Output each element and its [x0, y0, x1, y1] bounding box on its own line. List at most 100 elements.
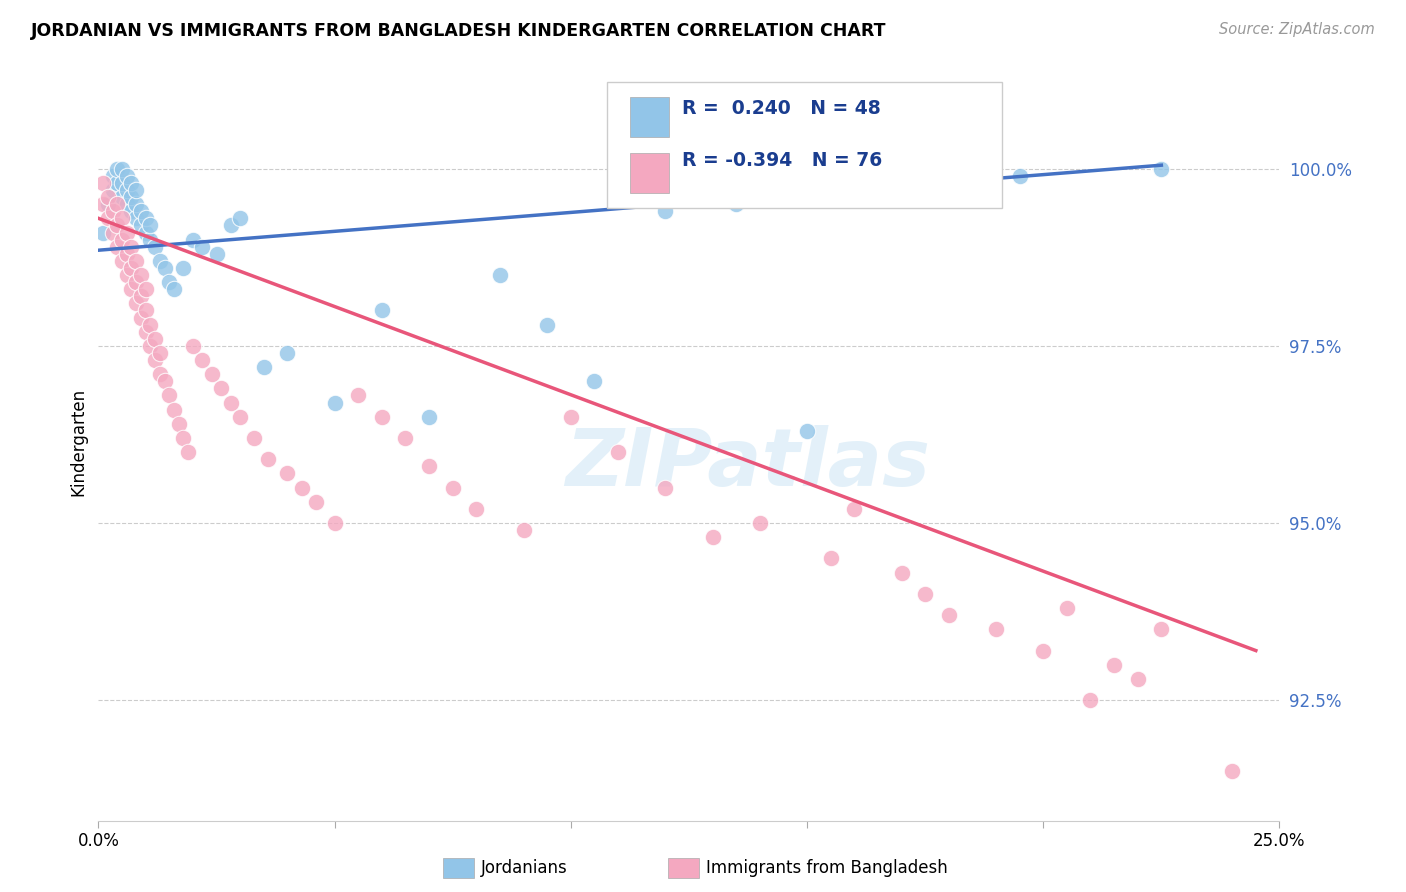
Point: [125, 211, 148, 226]
Point: [125, 197, 148, 211]
Point: [209, 381, 232, 395]
Point: [111, 190, 134, 204]
Point: [172, 431, 194, 445]
Point: [191, 353, 214, 368]
Point: [139, 233, 162, 247]
Point: [844, 501, 866, 516]
Point: [125, 275, 148, 289]
Point: [914, 587, 936, 601]
Point: [125, 296, 148, 310]
Point: [143, 240, 166, 254]
Point: [129, 219, 152, 233]
Point: [1008, 169, 1031, 183]
Point: [229, 211, 252, 226]
Point: [125, 183, 148, 197]
Point: [583, 374, 606, 388]
Point: [111, 211, 134, 226]
Point: [121, 176, 143, 190]
Point: [91, 176, 114, 190]
Point: [607, 445, 630, 459]
Point: [489, 268, 512, 282]
Point: [97, 197, 120, 211]
Point: [172, 260, 194, 275]
Point: [748, 516, 770, 530]
Point: [323, 395, 346, 409]
Point: [276, 467, 298, 481]
Point: [201, 368, 224, 382]
Point: [560, 409, 582, 424]
Point: [115, 169, 138, 183]
Point: [135, 226, 157, 240]
Point: [257, 452, 280, 467]
Point: [139, 339, 162, 353]
Point: [163, 282, 186, 296]
Point: [181, 233, 204, 247]
Text: Immigrants from Bangladesh: Immigrants from Bangladesh: [706, 859, 948, 877]
Point: [143, 332, 166, 346]
Point: [153, 260, 176, 275]
Point: [157, 388, 180, 402]
Point: [121, 240, 143, 254]
Point: [135, 325, 157, 339]
Point: [394, 431, 416, 445]
Point: [111, 161, 134, 176]
Point: [129, 268, 152, 282]
Point: [129, 310, 152, 325]
Point: [115, 246, 138, 260]
Point: [290, 481, 312, 495]
Point: [121, 190, 143, 204]
Point: [1150, 161, 1173, 176]
Point: [1056, 601, 1078, 615]
Point: [115, 197, 138, 211]
Point: [149, 368, 172, 382]
Text: Jordanians: Jordanians: [481, 859, 568, 877]
Point: [1102, 657, 1125, 672]
Point: [181, 339, 204, 353]
Point: [219, 395, 242, 409]
Point: [536, 318, 558, 332]
Point: [418, 409, 440, 424]
Point: [1126, 672, 1149, 686]
Text: Source: ZipAtlas.com: Source: ZipAtlas.com: [1219, 22, 1375, 37]
Point: [115, 226, 138, 240]
Point: [796, 424, 818, 438]
Point: [441, 481, 464, 495]
Point: [465, 501, 488, 516]
Point: [371, 303, 394, 318]
Point: [820, 551, 842, 566]
Point: [91, 226, 114, 240]
Point: [129, 204, 152, 219]
Point: [276, 346, 298, 360]
Point: [177, 445, 200, 459]
Point: [111, 176, 134, 190]
Point: [121, 282, 143, 296]
Point: [139, 318, 162, 332]
Point: [1080, 693, 1102, 707]
Point: [105, 197, 128, 211]
Point: [135, 303, 157, 318]
Point: [1032, 643, 1054, 657]
Point: [243, 431, 266, 445]
Point: [111, 253, 134, 268]
Point: [105, 219, 128, 233]
Point: [157, 275, 180, 289]
Point: [371, 409, 394, 424]
Point: [219, 219, 242, 233]
Point: [91, 197, 114, 211]
Point: [229, 409, 252, 424]
Point: [121, 260, 143, 275]
Point: [191, 240, 214, 254]
Point: [105, 161, 128, 176]
Point: [143, 353, 166, 368]
Point: [105, 240, 128, 254]
Point: [163, 402, 186, 417]
Point: [111, 233, 134, 247]
Text: JORDANIAN VS IMMIGRANTS FROM BANGLADESH KINDERGARTEN CORRELATION CHART: JORDANIAN VS IMMIGRANTS FROM BANGLADESH …: [31, 22, 886, 40]
Point: [205, 246, 228, 260]
Point: [149, 346, 172, 360]
Y-axis label: Kindergarten: Kindergarten: [69, 387, 87, 496]
Text: R =  0.240   N = 48: R = 0.240 N = 48: [682, 99, 880, 119]
Point: [167, 417, 190, 431]
Point: [984, 623, 1007, 637]
Point: [890, 566, 912, 580]
